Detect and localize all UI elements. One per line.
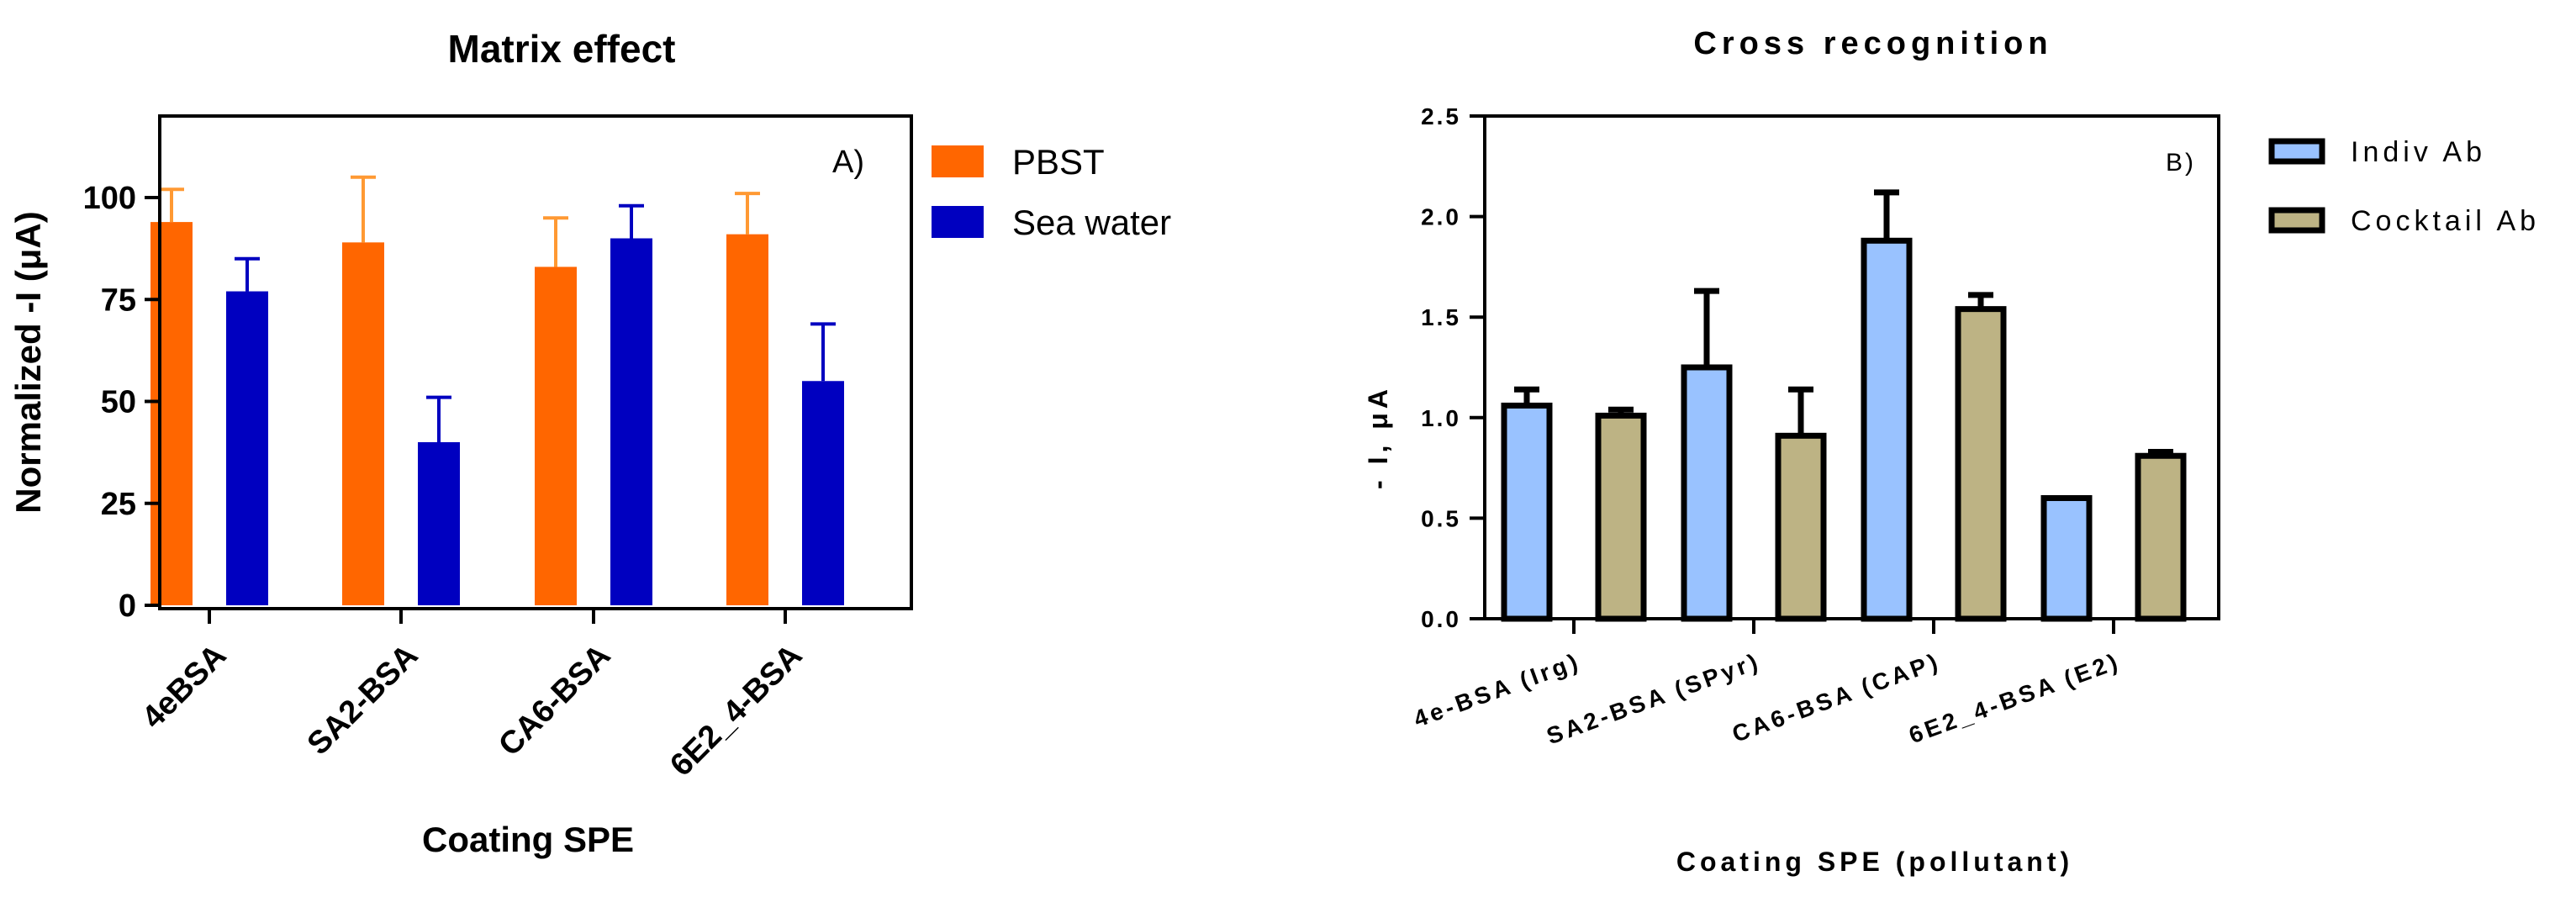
bar-pbst-ca6-bsa [535, 266, 577, 605]
chart-matrix-effect: Matrix effect 0 25 50 75 100 4eBSA SA2-BSA CA6… [8, 27, 1171, 859]
bar-indiv-ab-ca6-bsa-cap [1861, 237, 1913, 622]
chart-cross-recognition: Cross recognition 0.0 0.5 1.0 1.5 2.0 2.5 4e-… [1363, 26, 2540, 877]
x-tick-label-ca6-bsa: CA6-BSA [492, 638, 617, 763]
y-tick-label: 0.5 [1421, 505, 1461, 531]
bars-group [1501, 237, 2187, 622]
legend-label-pbst: PBST [1012, 142, 1105, 182]
x-tick-label-4ebsa: 4eBSA [135, 638, 233, 736]
bar-cocktail-ab-ca6-bsa-cap [1955, 306, 2007, 622]
bar-indiv-ab-sa2-bsa-spyr [1681, 364, 1733, 622]
legend-swatch-pbst [932, 145, 984, 177]
y-tick-label: 1.0 [1421, 405, 1461, 431]
y-tick-label: 75 [101, 282, 136, 318]
error-bars-group [1514, 189, 2173, 456]
bars-group [150, 222, 844, 605]
legend-swatch-cocktail-ab [2268, 207, 2325, 234]
legend-swatch-indiv-ab [2268, 138, 2325, 165]
y-tick-label: 2.5 [1421, 103, 1461, 129]
panel-label: A) [832, 145, 864, 180]
y-axis-ticks: 0 25 50 75 100 [83, 181, 160, 624]
y-tick-label: 1.5 [1421, 304, 1461, 330]
bar-pbst-sa2-bsa [342, 242, 384, 605]
x-axis-ticks: 4e-BSA (Irg)SA2-BSA (SPyr)CA6-BSA (CAP)6… [1410, 619, 2124, 749]
y-tick-label: 2.0 [1421, 204, 1461, 230]
x-axis-label: Coating SPE [422, 820, 634, 859]
y-tick-label: 100 [83, 181, 136, 216]
chart-title: Cross recognition [1693, 26, 2052, 61]
legend-label-indiv-ab: Indiv Ab [2351, 136, 2486, 168]
bar-pbst-6e2-4-bsa [726, 234, 768, 605]
y-tick-label: 25 [101, 487, 136, 522]
legend: PBST Sea water [932, 142, 1171, 242]
x-tick-label-6e2-4-bsa: 6E2_4-BSA [663, 638, 809, 784]
legend-swatch-sea-water [932, 206, 984, 238]
y-tick-label: 0 [119, 588, 136, 624]
bar-sea-water-ca6-bsa [610, 238, 652, 605]
bar-indiv-ab-6e2-4-bsa-e2 [2040, 494, 2093, 622]
y-tick-label: 0.0 [1421, 606, 1461, 632]
legend: Indiv Ab Cocktail Ab [2268, 136, 2540, 237]
chart-title: Matrix effect [448, 27, 676, 71]
x-axis-ticks: 4eBSA SA2-BSA CA6-BSA 6E2_4-BSA [135, 609, 809, 784]
bar-pbst-4ebsa [150, 222, 193, 605]
x-tick-label-sa2-bsa: SA2-BSA [301, 638, 425, 762]
plot-frame [158, 114, 913, 610]
y-axis-label: - I, μA [1363, 385, 1393, 489]
bar-sea-water-6e2-4-bsa [802, 381, 844, 605]
panel-label: B) [2166, 149, 2196, 177]
error-bars-group [159, 175, 836, 442]
bar-sea-water-4ebsa [226, 291, 268, 605]
x-axis-label: Coating SPE (pollutant) [1676, 847, 2073, 877]
bar-cocktail-ab-sa2-bsa-spyr [1775, 432, 1827, 622]
bar-indiv-ab-4e-bsa-irg [1501, 402, 1553, 622]
y-tick-label: 50 [101, 385, 136, 420]
legend-label-cocktail-ab: Cocktail Ab [2351, 205, 2540, 237]
bar-cocktail-ab-6e2-4-bsa-e2 [2135, 452, 2187, 622]
bar-cocktail-ab-4e-bsa-irg [1595, 412, 1647, 622]
bar-sea-water-sa2-bsa [418, 442, 460, 605]
plot-frame [1483, 114, 2220, 620]
y-axis-ticks: 0.0 0.5 1.0 1.5 2.0 2.5 [1421, 103, 1485, 632]
legend-label-sea-water: Sea water [1012, 203, 1171, 242]
y-axis-label: Normalized -I (μA) [8, 211, 48, 513]
